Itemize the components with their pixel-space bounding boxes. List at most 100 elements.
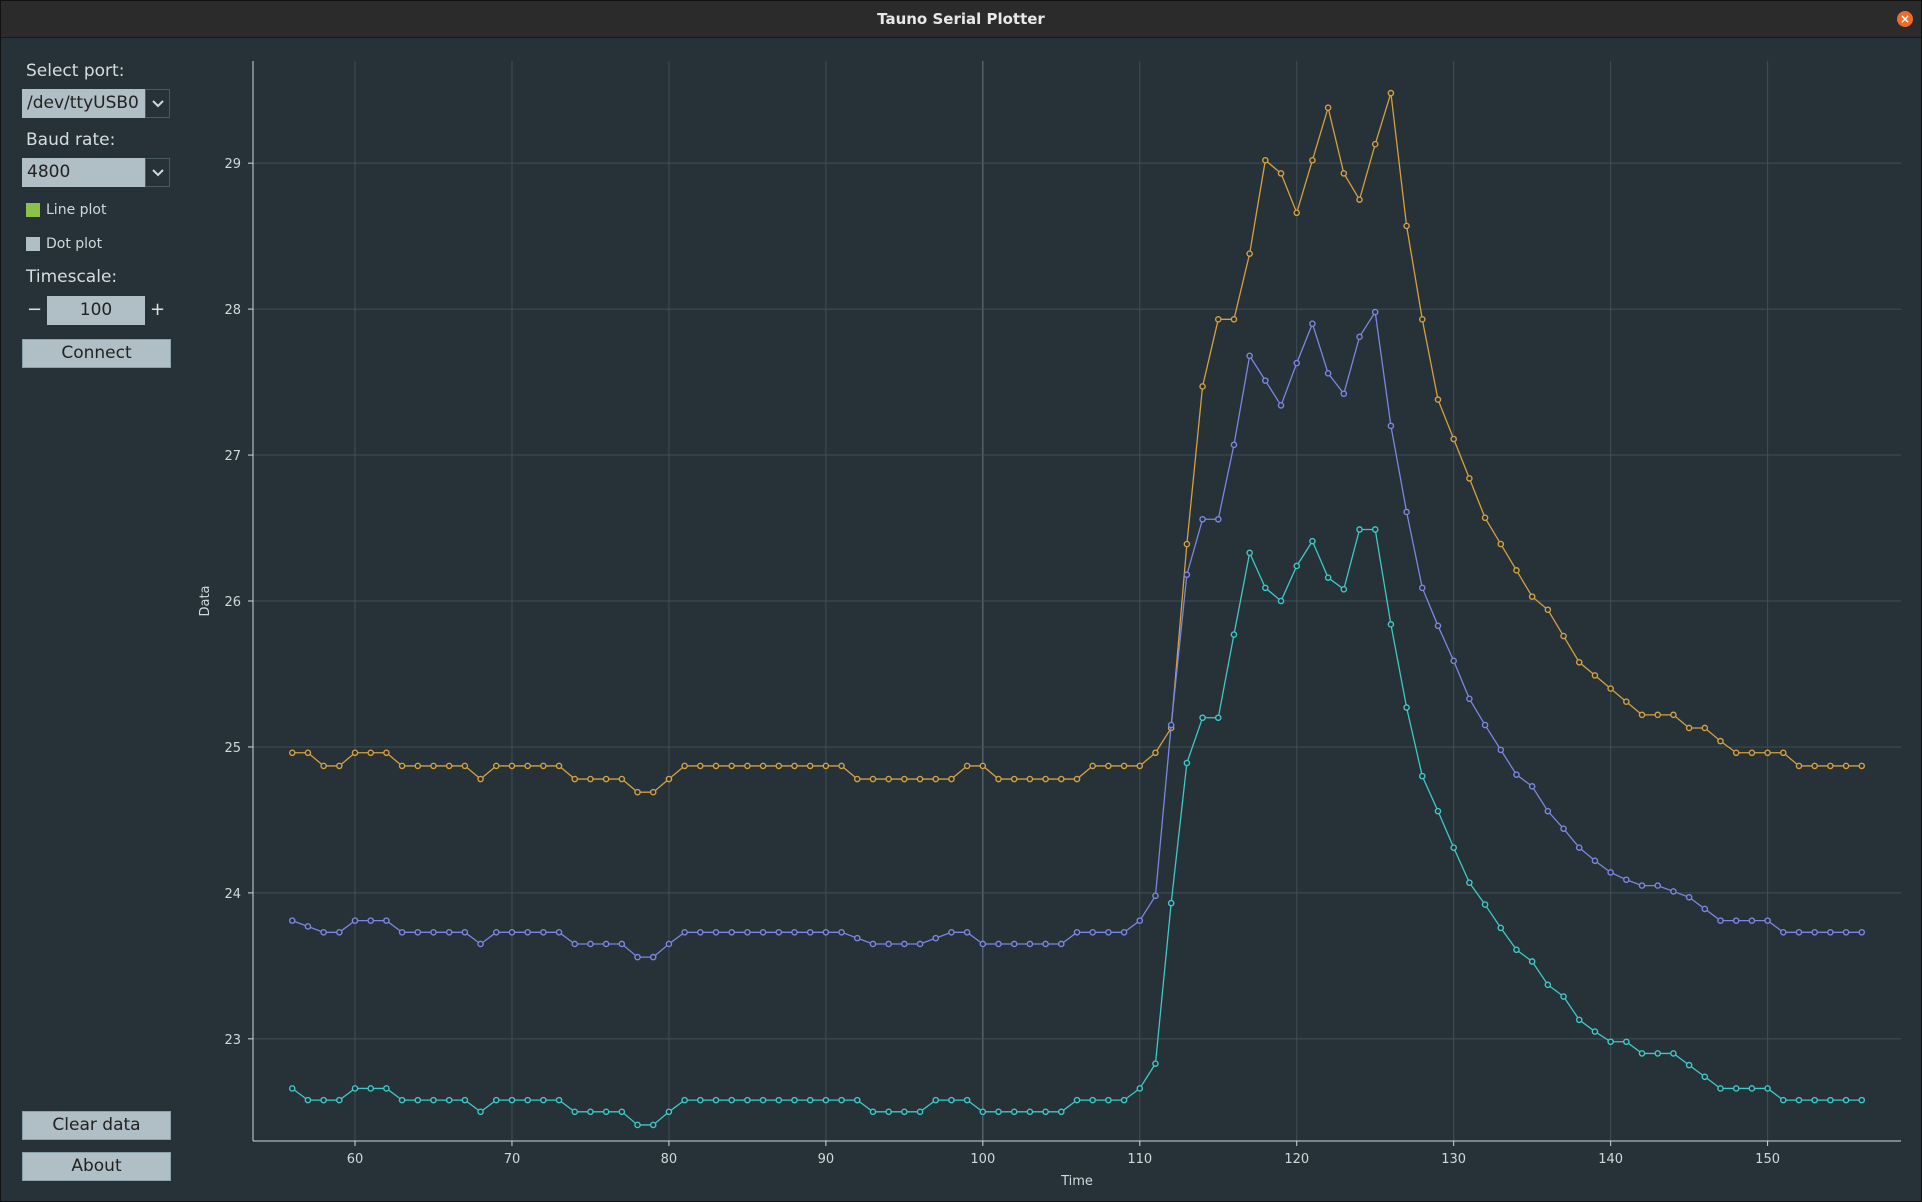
data-point bbox=[665, 1108, 673, 1116]
x-tick-label: 90 bbox=[818, 1152, 835, 1167]
data-point bbox=[1858, 928, 1866, 936]
data-point bbox=[398, 928, 406, 936]
data-point bbox=[1591, 1028, 1599, 1035]
data-point bbox=[1575, 1016, 1583, 1024]
data-point bbox=[1199, 383, 1206, 390]
clear-data-button[interactable]: Clear data bbox=[22, 1111, 171, 1140]
data-point bbox=[1058, 775, 1065, 783]
data-point bbox=[1497, 746, 1505, 754]
data-point bbox=[1623, 876, 1630, 884]
data-point bbox=[1136, 762, 1144, 770]
data-point bbox=[1434, 807, 1442, 815]
chevron-down-icon[interactable] bbox=[145, 89, 170, 118]
data-point bbox=[1638, 882, 1646, 889]
y-tick-label: 28 bbox=[224, 303, 241, 318]
data-point bbox=[1403, 704, 1410, 711]
data-point bbox=[869, 1108, 877, 1116]
data-point bbox=[1513, 946, 1520, 954]
data-point bbox=[1073, 1096, 1081, 1104]
data-point bbox=[697, 928, 704, 936]
dot-plot-checkbox[interactable] bbox=[26, 237, 40, 251]
data-point bbox=[587, 940, 594, 948]
data-point bbox=[806, 1096, 814, 1104]
data-point bbox=[1732, 749, 1740, 757]
dot-plot-toggle[interactable]: Dot plot bbox=[26, 236, 102, 252]
data-point bbox=[1858, 762, 1866, 770]
data-point bbox=[1324, 370, 1332, 377]
data-point bbox=[1560, 632, 1567, 640]
data-point bbox=[1026, 775, 1034, 783]
chevron-down-icon[interactable] bbox=[145, 158, 170, 187]
data-point bbox=[932, 934, 940, 942]
data-point bbox=[1481, 721, 1489, 729]
data-point bbox=[618, 1108, 626, 1116]
data-point bbox=[963, 928, 971, 936]
data-point bbox=[1607, 685, 1614, 692]
y-axis-label: Data bbox=[198, 585, 213, 616]
data-point bbox=[1246, 352, 1253, 360]
data-point bbox=[1779, 749, 1787, 757]
data-point bbox=[1293, 359, 1301, 367]
data-point bbox=[1418, 772, 1426, 780]
data-point bbox=[618, 775, 626, 783]
data-point bbox=[1748, 1085, 1756, 1092]
data-point bbox=[430, 1096, 437, 1104]
data-point bbox=[1732, 1085, 1740, 1092]
timescale-stepper[interactable]: − 100 + bbox=[22, 296, 170, 325]
data-point bbox=[838, 1096, 845, 1104]
data-point bbox=[995, 940, 1002, 948]
data-point bbox=[1120, 928, 1128, 936]
data-point bbox=[634, 788, 641, 796]
data-point bbox=[979, 1108, 987, 1116]
data-point bbox=[555, 928, 563, 936]
data-point bbox=[320, 928, 327, 936]
data-point bbox=[744, 1096, 751, 1104]
data-point bbox=[1654, 711, 1662, 719]
data-point bbox=[869, 940, 877, 948]
x-tick-label: 120 bbox=[1284, 1152, 1309, 1167]
data-point bbox=[1685, 724, 1693, 732]
data-point bbox=[1183, 540, 1191, 548]
data-point bbox=[885, 940, 892, 948]
data-point bbox=[1685, 893, 1693, 901]
data-point bbox=[445, 762, 453, 770]
data-point bbox=[665, 775, 673, 783]
line-plot-label: Line plot bbox=[46, 202, 107, 218]
data-point bbox=[1795, 1096, 1803, 1104]
data-point bbox=[1528, 783, 1536, 790]
timescale-increase-button[interactable]: + bbox=[149, 299, 166, 320]
baud-select[interactable]: 4800 bbox=[22, 158, 170, 187]
data-point bbox=[1434, 622, 1442, 630]
timescale-label: Timescale: bbox=[26, 267, 118, 287]
data-point bbox=[853, 775, 861, 783]
line-plot-toggle[interactable]: Line plot bbox=[26, 202, 106, 218]
data-point bbox=[602, 940, 610, 948]
port-select-value[interactable]: /dev/ttyUSB0 bbox=[22, 89, 145, 118]
data-point bbox=[398, 762, 406, 770]
port-label: Select port: bbox=[26, 61, 125, 81]
about-button[interactable]: About bbox=[22, 1152, 171, 1181]
data-point bbox=[1764, 1085, 1771, 1092]
data-point bbox=[1497, 924, 1505, 932]
data-point bbox=[461, 928, 469, 936]
plot-area[interactable]: 60 70 80 90 100 110 120 130 140 150 23 24 25 26 27 28 29… bbox=[191, 37, 1921, 1201]
data-point bbox=[1152, 892, 1159, 900]
data-point bbox=[571, 775, 579, 783]
baud-select-value[interactable]: 4800 bbox=[22, 158, 145, 187]
data-point bbox=[320, 1096, 327, 1104]
timescale-decrease-button[interactable]: − bbox=[26, 299, 43, 320]
line-plot-checkbox[interactable] bbox=[26, 203, 40, 217]
data-point bbox=[1387, 621, 1395, 628]
data-point bbox=[1654, 882, 1662, 889]
connect-button[interactable]: Connect bbox=[22, 339, 171, 368]
data-point bbox=[508, 1096, 516, 1104]
data-point bbox=[1136, 1085, 1144, 1092]
data-point bbox=[649, 953, 657, 961]
data-point bbox=[414, 762, 422, 770]
port-select[interactable]: /dev/ttyUSB0 bbox=[22, 89, 170, 118]
close-icon[interactable]: × bbox=[1897, 11, 1913, 27]
data-point bbox=[791, 762, 798, 770]
y-tick-label: 29 bbox=[224, 157, 241, 172]
y-tick-label: 23 bbox=[224, 1033, 241, 1048]
timescale-input[interactable]: 100 bbox=[47, 296, 145, 325]
